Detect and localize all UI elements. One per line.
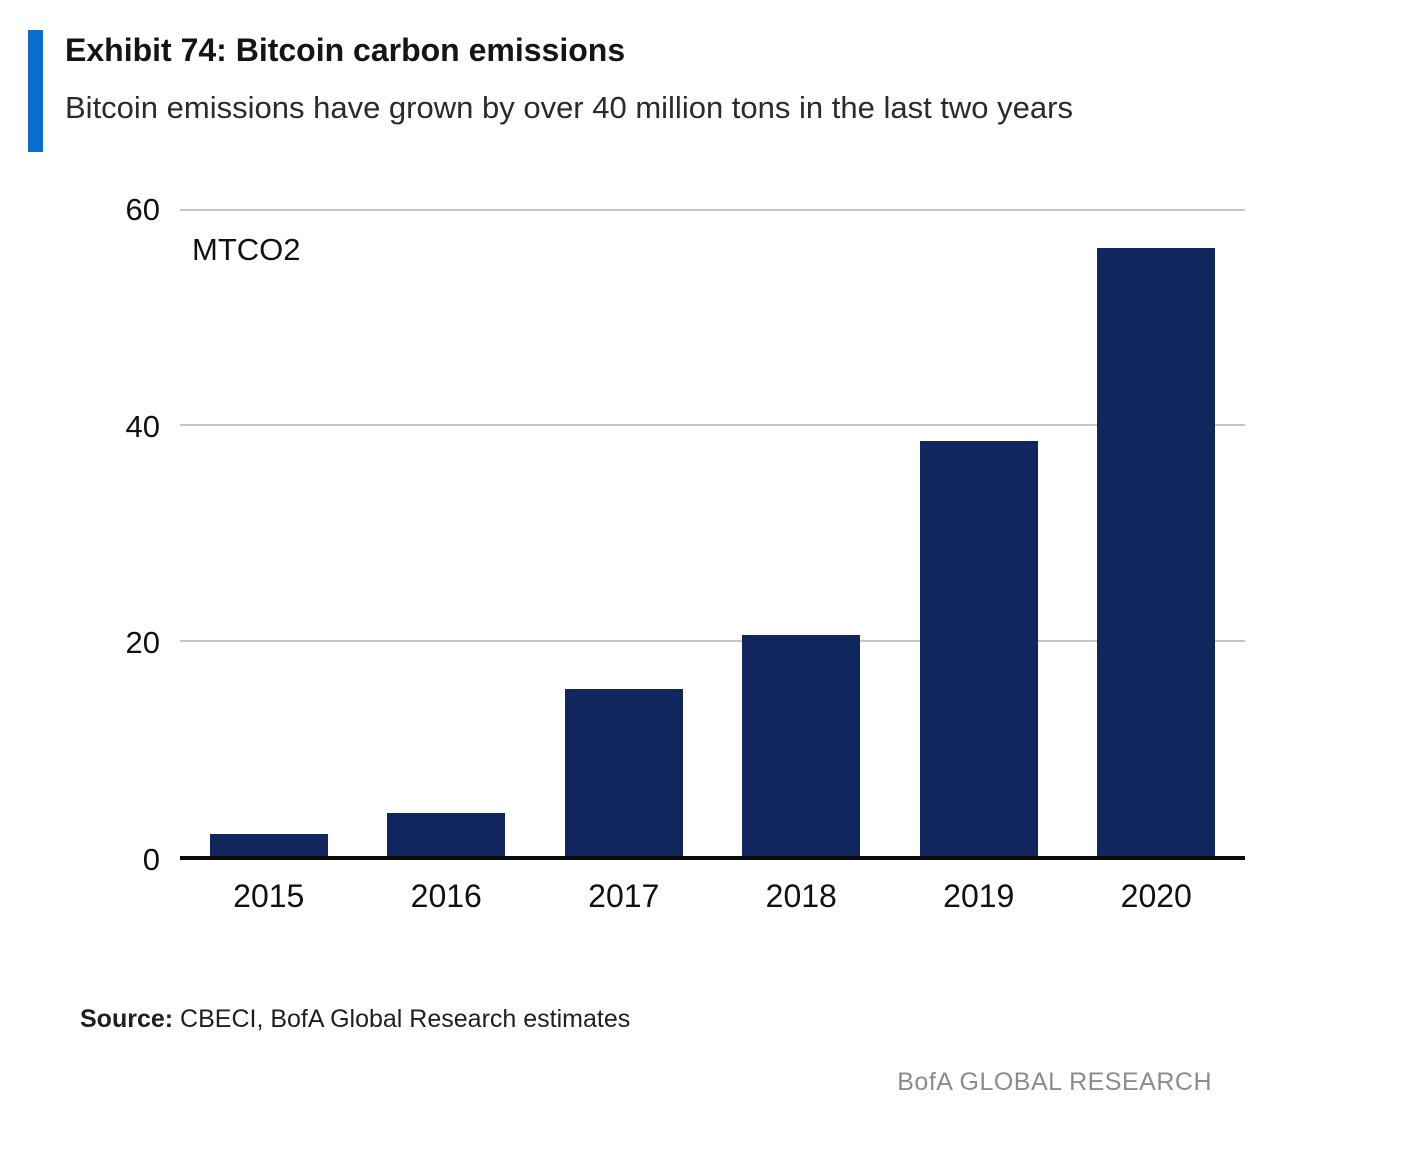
x-tick-label-2017: 2017: [588, 878, 660, 914]
source-line: Source: CBECI, BofA Global Research esti…: [80, 1005, 630, 1034]
gridline-60: [180, 209, 1245, 211]
y-tick-label-20: 20: [125, 625, 160, 661]
bar-slot-2016: [358, 210, 536, 856]
bar-slot-2018: [713, 210, 891, 856]
bar-2019: [919, 441, 1038, 856]
bar-2016: [387, 812, 506, 856]
x-tick-label-2016: 2016: [410, 878, 482, 914]
bar-slot-2017: [535, 210, 713, 856]
y-tick-label-0: 0: [142, 842, 160, 877]
y-tick-label-40: 40: [125, 408, 160, 444]
y-tick-label-60: 60: [125, 192, 160, 227]
bar-slot-2019: [890, 210, 1068, 856]
accent-bar: [28, 30, 43, 152]
chart-header: Exhibit 74: Bitcoin carbon emissions Bit…: [28, 30, 1358, 152]
bars: [180, 210, 1245, 856]
x-tick-label-2020: 2020: [1120, 878, 1192, 914]
bar-2020: [1097, 247, 1216, 856]
source-label: Source:: [80, 1005, 174, 1033]
bar-slot-2020: [1068, 210, 1246, 856]
x-tick-label-2019: 2019: [943, 878, 1015, 914]
y-axis: 0 20 40 60: [85, 192, 160, 877]
bar-2018: [742, 635, 861, 856]
plot-area: MTCO2: [180, 209, 1245, 860]
source-text: CBECI, BofA Global Research estimates: [173, 1005, 631, 1033]
x-tick-label-2015: 2015: [233, 878, 305, 914]
x-axis: 2015 2016 2017 2018 2019 2020: [180, 878, 1245, 915]
unit-label: MTCO2: [192, 232, 301, 267]
gridline-20: [180, 639, 1245, 642]
bar-2015: [209, 834, 328, 856]
bar-slot-2015: [180, 210, 358, 856]
x-tick-label-2018: 2018: [765, 878, 837, 914]
chart-subtitle: Bitcoin emissions have grown by over 40 …: [65, 89, 1073, 125]
bar-2017: [564, 689, 683, 856]
footer-brand: BofA GLOBAL RESEARCH: [897, 1068, 1212, 1096]
header-text: Exhibit 74: Bitcoin carbon emissions Bit…: [65, 30, 1073, 152]
exhibit-title: Exhibit 74: Bitcoin carbon emissions: [65, 32, 626, 68]
gridline-40: [180, 424, 1245, 427]
